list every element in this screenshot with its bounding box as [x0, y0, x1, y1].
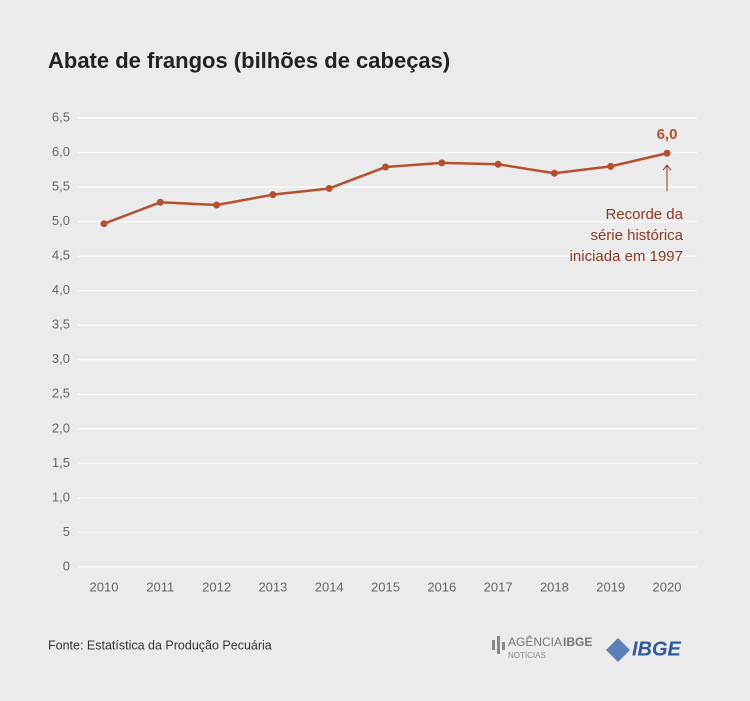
y-tick-label: 5,5 — [52, 179, 70, 194]
annotation-arrowhead — [662, 164, 672, 171]
y-tick-label: 5 — [63, 524, 70, 539]
logo-bar — [502, 642, 505, 650]
source: Fonte: Estatística da Produção Pecuária — [48, 638, 272, 652]
y-tick-label: 3,5 — [52, 317, 70, 332]
y-tick-label: 6,0 — [52, 144, 70, 159]
marker — [494, 160, 502, 168]
y-tick-label: 6,5 — [52, 109, 70, 124]
marker — [607, 162, 615, 170]
x-tick-label: 2010 — [90, 579, 119, 594]
logo-bar — [497, 636, 500, 654]
logo-ibge: IBGE — [606, 638, 682, 662]
logo-text: IBGE — [632, 638, 682, 660]
x-tick-label: 2014 — [315, 579, 344, 594]
marker — [438, 159, 446, 167]
logo-text: IBGE — [563, 635, 592, 649]
marker — [325, 184, 333, 192]
y-tick-label: 2,0 — [52, 420, 70, 435]
y-tick-label: 4,5 — [52, 248, 70, 263]
logo-diamond — [606, 638, 630, 662]
x-tick-label: 2017 — [484, 579, 513, 594]
y-tick-label: 4,0 — [52, 282, 70, 297]
x-tick-label: 2015 — [371, 579, 400, 594]
y-tick-label: 1,5 — [52, 455, 70, 470]
x-tick-label: 2016 — [427, 579, 456, 594]
marker — [663, 149, 671, 157]
y-tick-label: 0 — [63, 558, 70, 573]
x-tick-label: 2020 — [653, 579, 682, 594]
marker — [156, 198, 164, 206]
y-tick-label: 1,0 — [52, 489, 70, 504]
marker — [213, 201, 221, 209]
annotation: série histórica — [590, 227, 683, 244]
y-tick-label: 5,0 — [52, 213, 70, 228]
marker — [550, 169, 558, 177]
y-tick-label: 2,5 — [52, 386, 70, 401]
logo-agencia: AGÊNCIA IBGE NOTÍCIAS — [492, 634, 592, 660]
y-tick-label: 3,0 — [52, 351, 70, 366]
data-label: 6,0 — [657, 126, 678, 143]
annotation: Recorde da — [605, 206, 683, 223]
chart-title: Abate de frangos (bilhões de cabeças) — [48, 48, 450, 73]
logo-text: AGÊNCIA — [508, 634, 562, 649]
marker — [269, 191, 277, 199]
logo-sub: NOTÍCIAS — [508, 651, 546, 660]
logo-bar — [492, 640, 495, 650]
x-tick-label: 2018 — [540, 579, 569, 594]
marker — [382, 163, 389, 171]
x-tick-label: 2012 — [202, 579, 231, 594]
annotation: iniciada em 1997 — [570, 248, 683, 265]
x-tick-label: 2011 — [146, 579, 174, 594]
x-tick-label: 2013 — [258, 579, 287, 594]
marker — [100, 220, 108, 228]
x-tick-label: 2019 — [596, 579, 625, 594]
